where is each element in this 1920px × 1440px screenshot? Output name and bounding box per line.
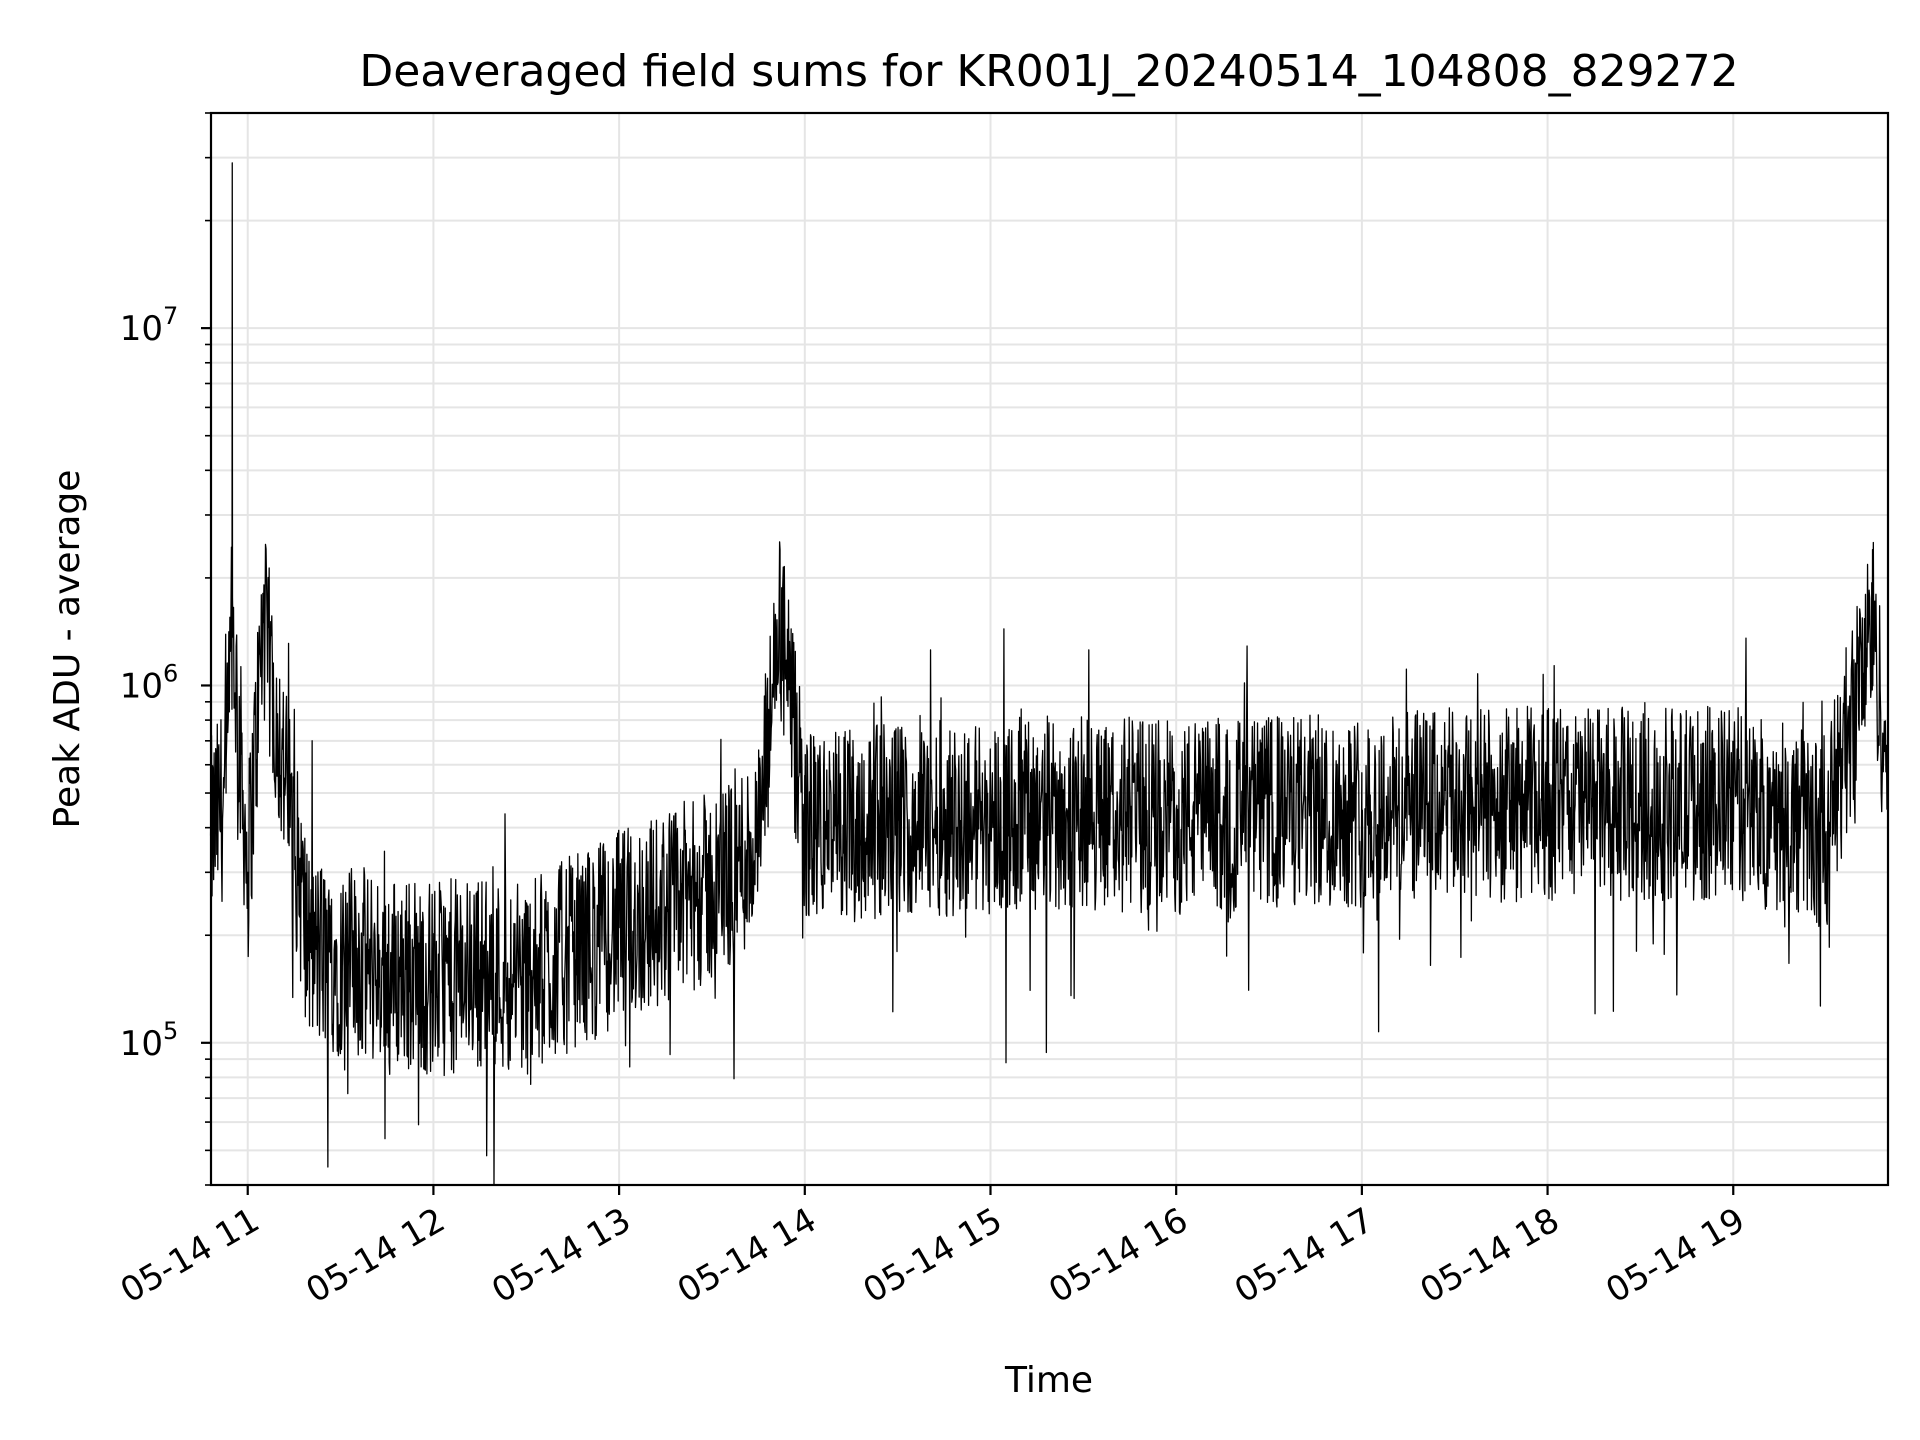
series-line — [209, 162, 1889, 1185]
plot-frame — [209, 111, 1890, 1187]
y-tick-label: 105 — [120, 1017, 179, 1064]
y-tick-label: 106 — [120, 659, 179, 706]
data-layer — [209, 162, 1889, 1185]
chart-title: Deaveraged field sums for KR001J_2024051… — [359, 46, 1738, 97]
x-axis-label: Time — [1004, 1360, 1093, 1401]
y-axis-label: Peak ADU - average — [47, 470, 88, 829]
y-tick-label: 107 — [120, 302, 179, 349]
